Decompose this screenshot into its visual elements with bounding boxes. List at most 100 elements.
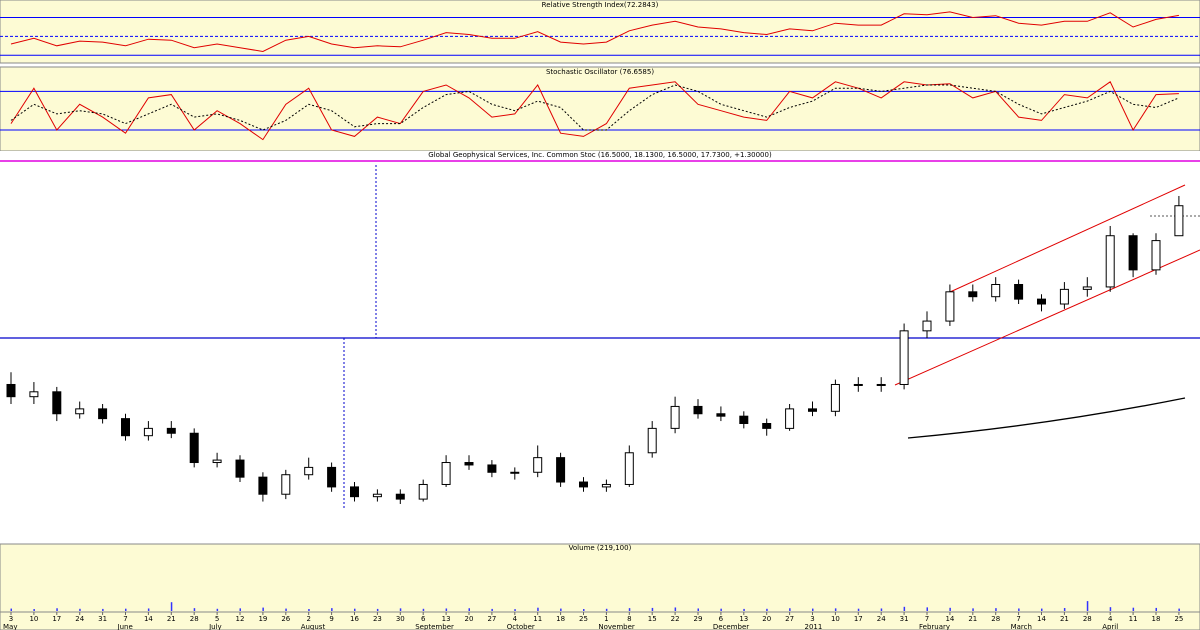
volume-bar	[399, 608, 402, 611]
x-tick-label: 6	[719, 615, 724, 623]
month-label: July	[208, 623, 222, 630]
volume-bar	[102, 608, 104, 611]
x-tick-label: 26	[281, 615, 290, 623]
month-label: May	[3, 623, 17, 630]
x-tick-label: 10	[29, 615, 38, 623]
candle-body	[350, 486, 359, 498]
x-tick-label: 27	[487, 615, 496, 623]
rsi-panel	[0, 0, 1200, 64]
candle-body	[762, 423, 772, 429]
x-tick-label: 2	[306, 615, 310, 623]
x-tick-label: 21	[167, 615, 176, 623]
candle-body	[1151, 240, 1161, 271]
price-panel	[0, 151, 1200, 543]
candle-body	[876, 383, 886, 386]
month-label: June	[117, 623, 133, 630]
month-label: August	[301, 623, 326, 630]
candle-body	[1128, 235, 1138, 271]
candle-body	[487, 464, 497, 473]
stochastic-title: Stochastic Oscillator (76.6585)	[546, 68, 654, 76]
volume-bar	[789, 608, 791, 611]
volume-bar	[239, 608, 241, 611]
channel-line	[894, 249, 1200, 386]
candle-body	[945, 291, 955, 322]
x-tick-label: 17	[52, 615, 61, 623]
volume-bar	[1041, 608, 1043, 611]
candle-body	[464, 462, 474, 466]
volume-panel	[0, 543, 1200, 630]
volume-bar	[422, 608, 425, 611]
x-tick-label: 21	[1060, 615, 1069, 623]
candle-body	[830, 383, 840, 412]
x-tick-label: 10	[831, 615, 840, 623]
candle-body	[533, 457, 543, 473]
x-tick-label: 24	[877, 615, 886, 623]
volume-bar	[537, 607, 539, 611]
volume-bar	[834, 608, 837, 611]
volume-bar	[1018, 608, 1020, 611]
stochastic-panel	[0, 66, 1200, 152]
candle-body	[899, 330, 909, 385]
month-label: February	[919, 623, 950, 630]
candle-body	[258, 476, 268, 495]
volume-bar	[743, 608, 745, 611]
volume-bar	[1155, 607, 1157, 611]
volume-bar	[903, 606, 906, 611]
x-tick-label: 20	[465, 615, 474, 623]
volume-bar	[995, 608, 997, 611]
price-title: Global Geophysical Services, Inc. Common…	[428, 151, 772, 159]
x-tick-label: 25	[579, 615, 588, 623]
x-tick-label: 14	[1037, 615, 1046, 623]
x-tick-label: 3	[810, 615, 814, 623]
x-tick-label: 9	[329, 615, 333, 623]
x-tick-label: 7	[1016, 615, 1020, 623]
x-tick-label: 31	[98, 615, 107, 623]
series-line	[10, 11, 1179, 53]
channel-line	[949, 184, 1186, 293]
volume-bar	[308, 609, 310, 611]
x-tick-label: 27	[785, 615, 794, 623]
series-line	[10, 84, 1180, 131]
x-tick-label: 28	[190, 615, 199, 623]
volume-bar	[491, 608, 493, 611]
candle-body	[991, 283, 1001, 298]
volume-bar	[812, 608, 814, 611]
x-tick-label: 20	[762, 615, 771, 623]
volume-bar	[216, 608, 219, 611]
volume-bar	[10, 608, 12, 611]
volume-bar	[1178, 608, 1180, 611]
volume-bar	[857, 608, 860, 611]
x-tick-label: 18	[556, 615, 565, 623]
x-tick-label: 29	[694, 615, 703, 623]
x-tick-label: 14	[144, 615, 153, 623]
x-tick-label: 19	[258, 615, 267, 623]
rsi-title: Relative Strength Index(72.2843)	[542, 1, 659, 9]
volume-bar	[514, 609, 516, 611]
volume-bar	[766, 608, 768, 611]
x-tick-label: 12	[236, 615, 245, 623]
volume-bar	[651, 607, 654, 611]
candle-body	[143, 427, 153, 437]
volume-bar	[880, 608, 883, 611]
month-label: April	[1102, 623, 1118, 630]
x-tick-label: 11	[1129, 615, 1138, 623]
candle-body	[212, 459, 222, 464]
month-label: March	[1011, 623, 1032, 630]
volume-bar	[1132, 607, 1135, 611]
candle-body	[121, 418, 130, 437]
volume-bar	[1086, 601, 1089, 611]
candle-body	[189, 432, 199, 464]
candle-body	[808, 408, 817, 412]
x-tick-label: 7	[123, 615, 127, 623]
volume-bar	[972, 608, 974, 611]
month-label: November	[598, 623, 635, 630]
x-tick-label: 6	[421, 615, 426, 623]
candle-body	[1105, 235, 1115, 288]
x-tick-label: 11	[533, 615, 542, 623]
x-tick-label: 28	[991, 615, 1000, 623]
x-tick-label: 18	[1152, 615, 1161, 623]
candle-body	[235, 459, 245, 478]
x-tick-label: 23	[373, 615, 382, 623]
x-tick-label: 4	[513, 615, 518, 623]
